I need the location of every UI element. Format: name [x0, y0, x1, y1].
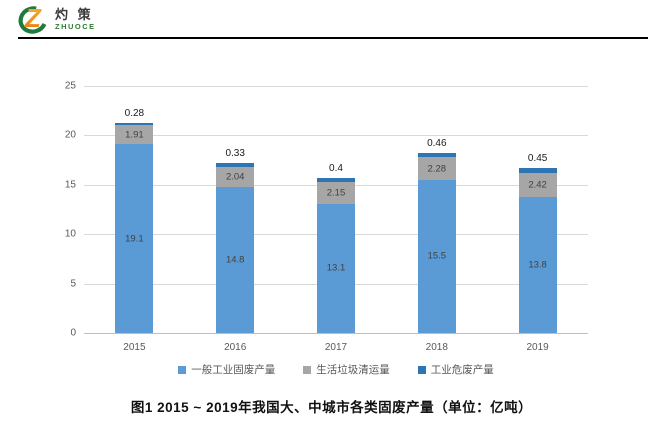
data-label-2018-s2: 0.46	[427, 137, 447, 149]
data-label-2017-s1: 2.15	[326, 187, 346, 199]
x-axis-line	[84, 333, 588, 334]
legend-swatch-icon	[303, 365, 312, 374]
y-axis-tick-label: 0	[70, 327, 76, 339]
data-label-2016-s1: 2.04	[225, 171, 245, 183]
bar-segment-2019-s1	[518, 172, 557, 197]
brand-name-en: ZHUOCE	[55, 21, 96, 31]
brand-name-cn: 灼 策	[55, 6, 94, 22]
bar-segment-2017-s0	[317, 203, 355, 333]
bar-segment-2018-s0	[417, 179, 456, 333]
legend-swatch-icon	[178, 365, 187, 374]
bar-segment-2019-s0	[518, 196, 557, 333]
y-axis-tick-label: 5	[70, 278, 76, 290]
y-axis-tick-label: 10	[64, 228, 76, 240]
x-axis-tick-label: 2019	[526, 342, 549, 353]
x-axis-tick-label: 2016	[224, 342, 247, 353]
legend-item-0: 一般工业固废产量	[178, 362, 275, 377]
brand-name: 灼 策 ZHUOCE	[55, 8, 96, 31]
brand-logo: Z 灼 策 ZHUOCE	[18, 3, 96, 35]
x-axis-tick-label: 2018	[425, 342, 448, 353]
data-label-2015-s2: 0.28	[124, 107, 145, 119]
bar-segment-2016-s0	[216, 186, 255, 333]
data-label-2019-s1: 2.42	[528, 179, 547, 191]
legend-label: 一般工业固废产量	[191, 364, 276, 376]
bar-segment-2016-s2	[216, 163, 255, 167]
legend-item-1: 生活垃圾清运量	[303, 362, 390, 377]
bar-segment-2015-s2	[115, 122, 154, 126]
y-axis-tick-label: 25	[64, 80, 76, 92]
stacked-bar-chart: 0 5 10 15 20 25 19.1 1.91 0.28 2015 14.8 2.04 0.33 20…	[0, 50, 663, 380]
chart-legend: 一般工业固废产量 生活垃圾清运量 工业危废产量	[84, 362, 588, 377]
gridline	[84, 135, 588, 137]
bar-segment-2017-s2	[317, 178, 355, 183]
bar-segment-2015-s0	[115, 144, 154, 333]
figure-caption: 图1 2015 ~ 2019年我国大、中城市各类固废产量（单位：亿吨）	[130, 400, 533, 415]
data-label-2016-s0: 14.8	[225, 254, 245, 266]
zhuoce-z-crescent-icon: Z	[18, 3, 51, 35]
legend-label: 工业危废产量	[430, 364, 494, 376]
x-axis-tick-label: 2017	[324, 342, 348, 353]
data-label-2015-s0: 19.1	[125, 233, 144, 245]
gridline	[84, 86, 588, 87]
data-label-2018-s1: 2.28	[427, 163, 447, 175]
legend-label: 生活垃圾清运量	[316, 364, 390, 376]
y-axis-tick-label: 15	[64, 179, 76, 191]
y-axis-tick-label: 20	[64, 129, 76, 141]
legend-item-2: 工业危废产量	[417, 362, 494, 377]
svg-text:Z: Z	[24, 3, 42, 33]
legend-swatch-icon	[417, 365, 426, 374]
data-label-2018-s0: 15.5	[427, 250, 447, 262]
data-label-2019-s0: 13.8	[528, 259, 547, 271]
data-label-2017-s2: 0.4	[329, 163, 343, 175]
bar-segment-2016-s1	[216, 166, 255, 187]
data-label-2017-s0: 13.1	[326, 262, 346, 274]
bar-segment-2019-s2	[518, 168, 557, 173]
bar-segment-2015-s1	[115, 125, 154, 145]
data-label-2019-s2: 0.45	[527, 153, 548, 165]
header-divider	[18, 37, 648, 39]
data-label-2015-s1: 1.91	[125, 129, 144, 141]
bar-segment-2018-s1	[417, 157, 456, 180]
bar-segment-2018-s2	[417, 152, 456, 158]
bar-segment-2017-s1	[317, 182, 355, 204]
data-label-2016-s2: 0.33	[225, 148, 245, 160]
x-axis-tick-label: 2015	[123, 342, 146, 353]
